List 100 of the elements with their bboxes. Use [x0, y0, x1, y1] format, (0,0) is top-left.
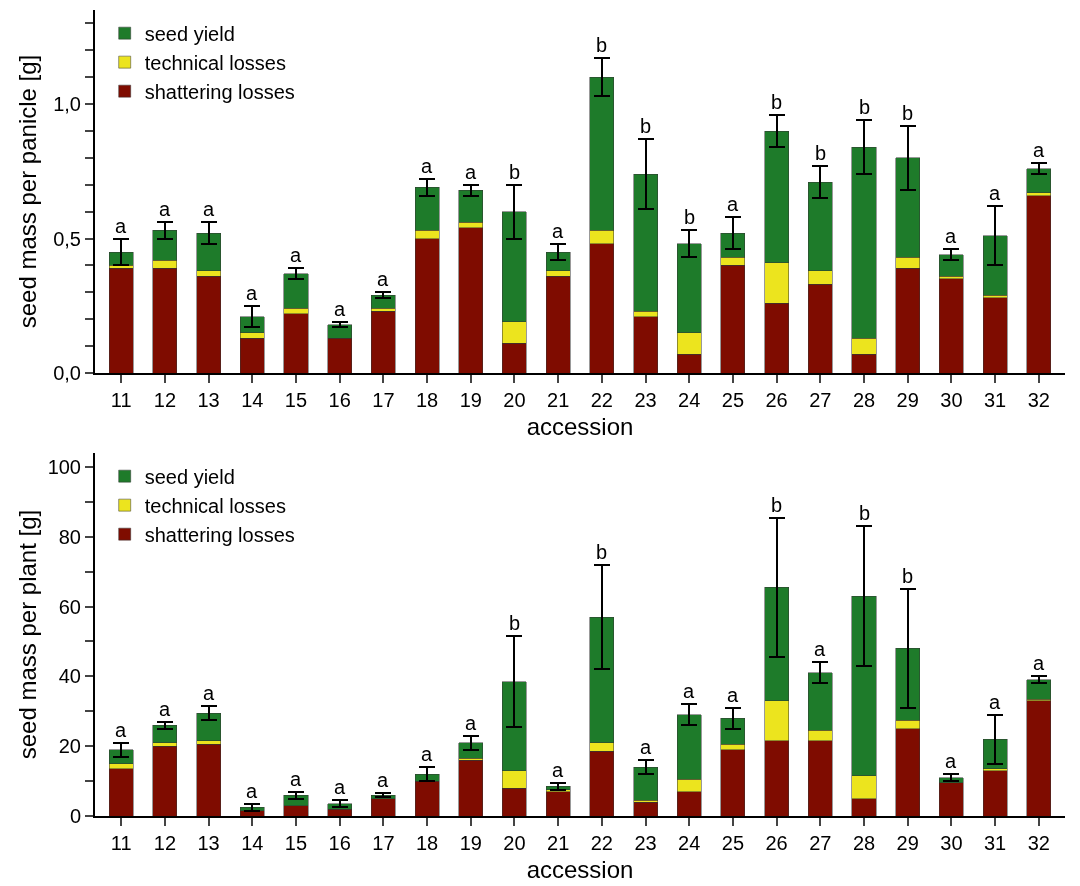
x-tick-label: 15	[284, 389, 308, 411]
x-tick-label: 19	[459, 832, 482, 854]
annotation: b	[771, 91, 783, 113]
x-tick-label: 25	[721, 389, 745, 411]
x-tick-label: 13	[197, 389, 220, 411]
annotation: b	[640, 115, 652, 137]
x-tick-label: 13	[197, 832, 220, 854]
x-tick-label: 31	[983, 832, 1007, 854]
x-tick-label: 30	[940, 832, 963, 854]
annotation: b	[596, 34, 608, 56]
x-tick-label: 24	[678, 389, 701, 411]
x-axis-title: accession	[526, 855, 634, 883]
x-tick-label: 12	[153, 832, 177, 854]
annotation: b	[902, 565, 914, 587]
x-tick-label: 24	[678, 832, 701, 854]
x-tick-label: 28	[852, 389, 876, 411]
x-tick-label: 19	[459, 389, 482, 411]
annotation: a	[989, 182, 1001, 204]
x-tick-label: 25	[721, 832, 745, 854]
x-tick-label: 17	[372, 389, 395, 411]
x-tick-label: 16	[328, 389, 351, 411]
x-tick-label: 32	[1027, 389, 1050, 411]
x-tick-label: 31	[983, 389, 1007, 411]
x-tick-label: 14	[241, 832, 264, 854]
legend-label: seed yield	[144, 22, 235, 45]
x-tick-label: 26	[765, 832, 788, 854]
legend-label: technical losses	[144, 494, 286, 517]
annotation: a	[989, 691, 1001, 713]
x-tick-label: 15	[284, 832, 308, 854]
annotation: a	[377, 769, 389, 791]
annotation: a	[421, 155, 433, 177]
x-tick-label: 12	[153, 389, 177, 411]
annotation: a	[334, 298, 346, 320]
x-axis-title: accession	[526, 412, 634, 440]
annotation: b	[771, 494, 783, 516]
x-tick-label: 21	[547, 389, 570, 411]
y-tick-label: 60	[58, 595, 81, 618]
annotation: a	[290, 768, 302, 790]
x-tick-label: 22	[590, 389, 613, 411]
annotation: a	[465, 712, 477, 734]
y-axis-title: seed mass per plant [g]	[14, 509, 41, 760]
x-tick-label: 16	[328, 832, 351, 854]
annotation: a	[377, 268, 389, 290]
x-tick-label: 29	[896, 389, 919, 411]
annotation: a	[945, 225, 957, 247]
legend-label: seed yield	[144, 465, 235, 488]
annotation: a	[203, 682, 215, 704]
annotation: b	[509, 161, 521, 183]
annotation: b	[684, 206, 696, 228]
legend-label: shattering losses	[144, 80, 295, 103]
x-tick-label: 18	[415, 389, 439, 411]
annotation: a	[421, 743, 433, 765]
annotation: b	[859, 96, 871, 118]
x-tick-label: 23	[634, 389, 657, 411]
annotation: a	[246, 780, 258, 802]
x-tick-label: 14	[241, 389, 264, 411]
annotation: b	[859, 502, 871, 524]
annotation: a	[246, 282, 258, 304]
annotation: a	[290, 244, 302, 266]
x-tick-label: 27	[809, 389, 832, 411]
x-tick-label: 20	[503, 389, 526, 411]
y-tick-label: 80	[58, 525, 81, 548]
x-tick-label: 11	[110, 832, 132, 854]
annotation: a	[115, 719, 127, 741]
annotation: a	[203, 198, 215, 220]
annotation: a	[640, 736, 652, 758]
annotation: b	[902, 102, 914, 124]
x-tick-label: 11	[110, 389, 132, 411]
y-tick-label: 40	[58, 665, 81, 688]
annotation: b	[509, 612, 521, 634]
annotation: a	[814, 638, 826, 660]
annotation: a	[727, 193, 739, 215]
x-tick-label: 30	[940, 389, 963, 411]
annotation: a	[465, 161, 477, 183]
annotation: a	[1033, 139, 1045, 161]
annotation: a	[552, 220, 564, 242]
annotation: b	[596, 541, 608, 563]
annotation: a	[159, 698, 171, 720]
legend-label: technical losses	[144, 51, 286, 74]
x-tick-label: 18	[415, 832, 439, 854]
x-tick-label: 32	[1027, 832, 1050, 854]
y-tick-label: 0,0	[53, 362, 81, 384]
y-tick-label: 1,0	[53, 93, 81, 116]
annotation: a	[334, 776, 346, 798]
legend-label: shattering losses	[144, 523, 295, 546]
annotation: a	[727, 684, 739, 706]
y-tick-label: 20	[58, 735, 81, 758]
x-tick-label: 27	[809, 832, 832, 854]
x-tick-label: 20	[503, 832, 526, 854]
annotation: a	[115, 215, 127, 237]
annotation: a	[1033, 652, 1045, 674]
annotation: a	[552, 759, 564, 781]
y-axis-title: seed mass per panicle [g]	[14, 54, 41, 329]
x-tick-label: 22	[590, 832, 613, 854]
x-tick-label: 17	[372, 832, 395, 854]
y-tick-label: 100	[47, 455, 81, 478]
x-tick-label: 29	[896, 832, 919, 854]
y-tick-label: 0,5	[53, 227, 81, 250]
x-tick-label: 23	[634, 832, 657, 854]
annotation: b	[815, 142, 827, 164]
